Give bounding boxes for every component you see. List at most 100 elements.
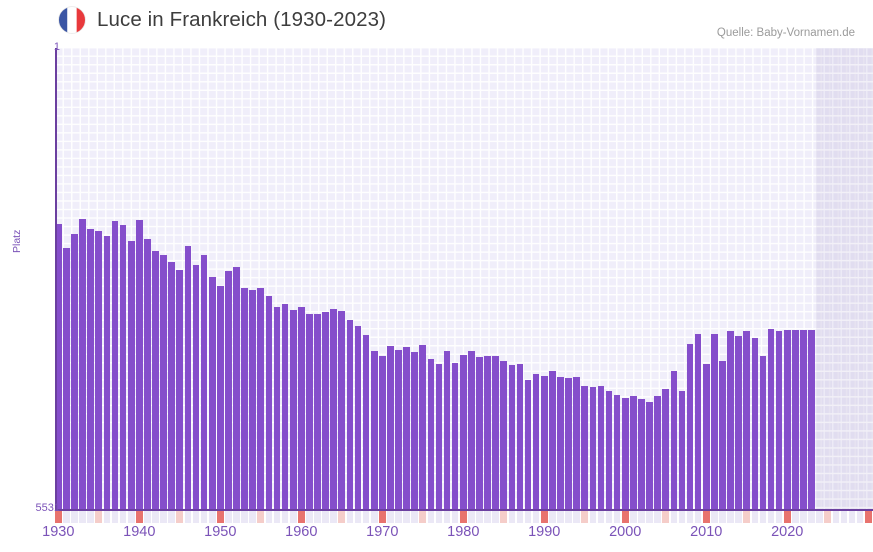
bar[interactable] [549,371,556,509]
bar[interactable] [597,386,605,509]
x-axis-tick-swatch [759,511,767,523]
bar[interactable] [95,231,103,509]
bar[interactable] [589,387,597,509]
bar[interactable] [273,307,281,509]
bar[interactable] [192,264,200,509]
bar[interactable] [759,356,767,509]
bar[interactable] [743,330,751,509]
bar[interactable] [557,377,564,509]
bar[interactable] [605,391,613,509]
bar[interactable] [370,351,378,509]
bar[interactable] [257,288,265,509]
bar[interactable] [63,248,70,509]
bar[interactable] [200,254,208,509]
bar[interactable] [727,330,734,509]
bar[interactable] [208,277,216,509]
bar[interactable] [387,345,394,509]
bar[interactable] [630,395,637,509]
bar[interactable] [540,376,548,509]
bar[interactable] [808,329,815,509]
bar[interactable] [492,356,499,509]
bar[interactable] [678,390,686,509]
bar[interactable] [686,343,694,509]
bar[interactable] [55,223,62,509]
bar[interactable] [775,331,783,509]
bar[interactable] [216,285,224,509]
bar[interactable] [711,333,718,509]
bar[interactable] [152,250,159,509]
bar[interactable] [621,398,629,509]
bar[interactable] [573,377,580,509]
bar[interactable] [459,354,467,509]
bar[interactable] [800,329,807,509]
bar[interactable] [354,326,362,509]
bar[interactable] [792,329,799,509]
bar[interactable] [144,238,151,509]
bar[interactable] [565,378,572,509]
bar[interactable] [378,355,386,509]
bar[interactable] [314,313,321,509]
bar[interactable] [119,225,127,509]
bar[interactable] [330,308,337,509]
bar[interactable] [443,350,451,509]
bar[interactable] [581,386,589,509]
bar[interactable] [613,394,621,509]
bar[interactable] [362,334,370,509]
bar[interactable] [135,219,143,509]
x-axis-tick-swatch [419,511,427,523]
bar[interactable] [694,333,702,509]
bar[interactable] [403,347,410,509]
bar[interactable] [751,338,759,509]
bar[interactable] [103,236,111,509]
bar[interactable] [249,289,257,509]
bar[interactable] [87,228,95,509]
bar[interactable] [767,328,775,509]
bar[interactable] [508,364,516,509]
bar[interactable] [297,307,305,509]
bar[interactable] [176,269,184,509]
bar[interactable] [476,357,483,509]
bar[interactable] [435,363,443,509]
x-axis-tick-swatch [257,511,265,523]
bar[interactable] [160,254,167,509]
bar[interactable] [233,267,240,509]
bar[interactable] [484,355,491,509]
bar[interactable] [346,319,354,509]
bar[interactable] [111,221,119,509]
bar[interactable] [654,395,661,509]
bar[interactable] [451,363,459,509]
bar[interactable] [71,233,78,509]
bar[interactable] [735,336,742,509]
bar[interactable] [395,349,402,509]
bar[interactable] [225,271,232,509]
x-axis-tick-swatch [694,511,702,523]
bar[interactable] [638,398,645,509]
bar[interactable] [646,402,653,509]
bar[interactable] [702,363,710,509]
bar[interactable] [127,241,135,509]
bar[interactable] [532,373,540,509]
bar[interactable] [670,371,678,509]
bar[interactable] [281,303,289,509]
bar[interactable] [411,352,418,509]
bar[interactable] [524,379,532,509]
bar[interactable] [79,218,86,509]
bar[interactable] [500,361,508,509]
bar[interactable] [338,311,346,509]
bar[interactable] [516,363,524,509]
bar[interactable] [719,360,726,509]
bar[interactable] [322,312,329,509]
bar[interactable] [306,313,313,509]
bar[interactable] [168,262,176,509]
x-axis-tick-swatch [816,511,823,523]
bar[interactable] [419,344,427,509]
bar[interactable] [289,309,297,509]
bar[interactable] [427,358,435,509]
bar[interactable] [662,388,670,509]
bar[interactable] [265,296,273,509]
bar[interactable] [241,288,248,509]
x-axis-tick-swatch [565,511,572,523]
bar[interactable] [783,329,791,509]
bar[interactable] [468,351,475,509]
bar[interactable] [184,245,192,509]
